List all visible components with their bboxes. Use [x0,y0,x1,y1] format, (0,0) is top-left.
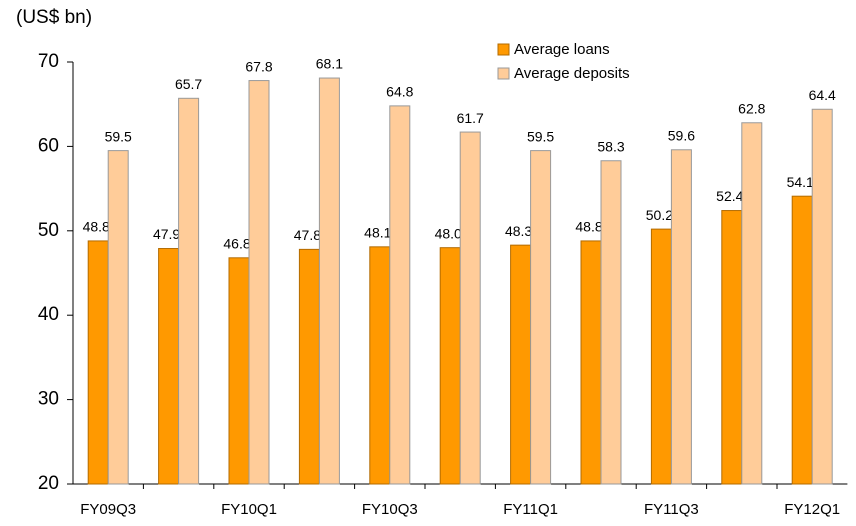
bar [369,246,391,485]
bar [741,122,763,485]
legend-label: Average loans [514,41,610,58]
y-tick-label: 50 [38,220,59,241]
y-tick-label: 40 [38,304,59,325]
data-label: 48.8 [83,219,110,235]
data-label: 48.3 [505,223,532,239]
data-label: 50.2 [646,207,673,223]
bar [791,195,813,485]
data-label: 52.4 [716,188,743,204]
bar [389,105,411,485]
legend-label: Average deposits [514,65,630,82]
y-tick-label: 30 [38,389,59,410]
legend-swatch [497,67,510,80]
bar [228,257,250,485]
data-label: 47.9 [153,226,180,242]
data-label: 54.1 [787,174,814,190]
legend-swatch [497,43,510,56]
data-label: 59.5 [527,128,554,144]
bar [248,80,270,485]
bar [721,210,743,485]
bar [178,97,200,485]
y-tick-label: 70 [38,51,59,72]
y-axis-label: (US$ bn) [16,7,92,28]
data-label: 62.8 [738,100,765,116]
data-label: 64.8 [386,84,413,100]
data-label: 46.8 [223,236,250,252]
data-label: 47.8 [294,227,321,243]
data-label: 65.7 [175,76,202,92]
data-label: 64.4 [809,87,836,103]
x-tick-label: FY11Q1 [503,501,558,518]
data-label: 58.3 [597,138,624,154]
y-tick-label: 60 [38,135,59,156]
data-label: 68.1 [316,56,343,72]
bar [459,131,481,485]
bar [670,149,692,485]
x-tick-label: FY10Q1 [221,501,277,518]
bar [530,150,552,485]
data-label: 48.1 [364,225,391,241]
x-tick-label: FY09Q3 [80,501,136,518]
data-label: 48.8 [575,219,602,235]
data-label: 59.5 [105,128,132,144]
bar [580,240,602,485]
bar [158,248,180,485]
bar [318,77,340,485]
bar [439,247,461,485]
x-tick-label: FY11Q3 [644,501,699,518]
y-tick-label: 20 [38,473,59,494]
bar [600,160,622,485]
data-label: 48.0 [435,225,462,241]
bar [107,150,129,485]
bar [87,240,109,485]
x-tick-label: FY12Q1 [784,501,840,518]
data-label: 67.8 [245,58,272,74]
data-label: 59.6 [668,127,695,143]
x-tick-label: FY10Q3 [362,501,418,518]
data-label: 61.7 [457,110,484,126]
bar [650,228,672,485]
bar [510,244,532,485]
bar [811,108,833,485]
bar [298,248,320,485]
